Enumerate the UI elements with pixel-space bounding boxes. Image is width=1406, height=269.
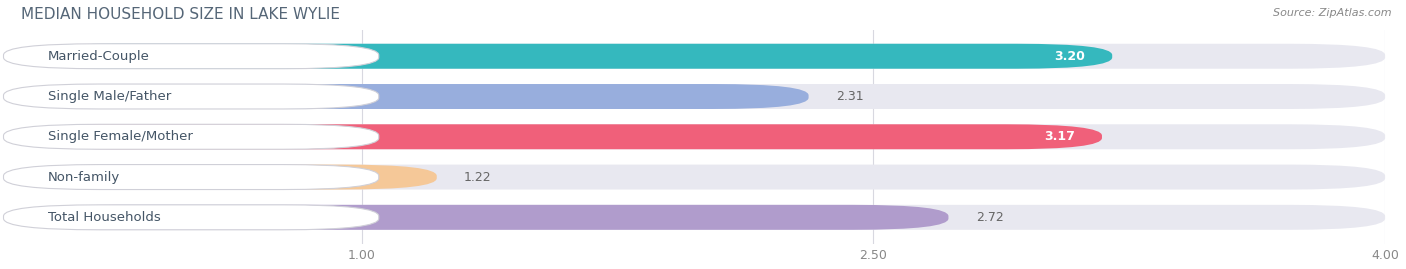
FancyBboxPatch shape: [21, 124, 1102, 149]
Text: 3.20: 3.20: [1054, 50, 1085, 63]
FancyBboxPatch shape: [21, 44, 1385, 69]
Text: Total Households: Total Households: [48, 211, 160, 224]
Text: 2.72: 2.72: [976, 211, 1004, 224]
FancyBboxPatch shape: [21, 44, 1112, 69]
Text: 2.31: 2.31: [837, 90, 863, 103]
FancyBboxPatch shape: [3, 165, 378, 190]
Text: 3.17: 3.17: [1043, 130, 1074, 143]
FancyBboxPatch shape: [21, 205, 949, 230]
Text: 1.22: 1.22: [464, 171, 492, 183]
FancyBboxPatch shape: [3, 44, 378, 69]
Text: Non-family: Non-family: [48, 171, 120, 183]
Text: MEDIAN HOUSEHOLD SIZE IN LAKE WYLIE: MEDIAN HOUSEHOLD SIZE IN LAKE WYLIE: [21, 7, 340, 22]
FancyBboxPatch shape: [21, 165, 1385, 190]
FancyBboxPatch shape: [3, 205, 378, 230]
Text: Married-Couple: Married-Couple: [48, 50, 149, 63]
FancyBboxPatch shape: [21, 84, 808, 109]
FancyBboxPatch shape: [21, 205, 1385, 230]
FancyBboxPatch shape: [3, 124, 378, 149]
Text: Source: ZipAtlas.com: Source: ZipAtlas.com: [1274, 8, 1392, 18]
FancyBboxPatch shape: [21, 124, 1385, 149]
FancyBboxPatch shape: [21, 84, 1385, 109]
FancyBboxPatch shape: [21, 165, 437, 190]
FancyBboxPatch shape: [3, 84, 378, 109]
Text: Single Female/Mother: Single Female/Mother: [48, 130, 193, 143]
Text: Single Male/Father: Single Male/Father: [48, 90, 172, 103]
